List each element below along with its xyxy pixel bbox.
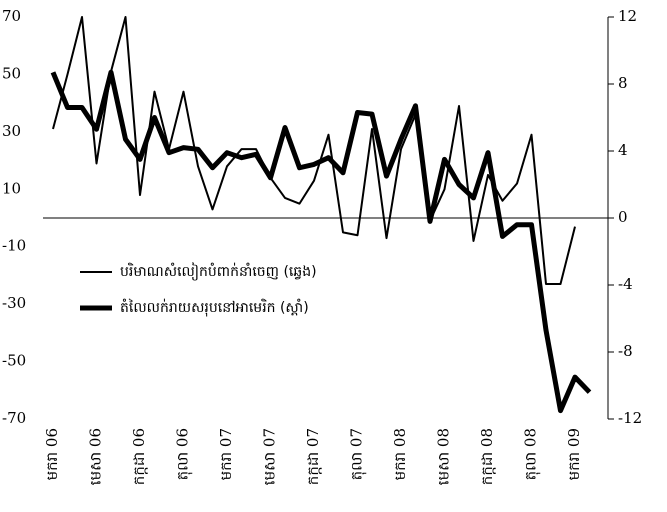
x-tick-label: តុលា 07 — [348, 428, 367, 480]
y2-tick-label: 8 — [618, 74, 628, 92]
y-tick-label: -50 — [2, 352, 26, 370]
y-tick-label: 50 — [2, 64, 21, 82]
x-tick-label: មករា 06 — [43, 428, 61, 480]
series-line — [50, 69, 592, 414]
y2-tick-label: 12 — [618, 7, 637, 25]
x-tick-label: តុលា 08 — [522, 428, 541, 480]
y-tick-label: -70 — [2, 409, 26, 427]
legend-label: បរិមាណសំលៀកបំពាក់នាំចេញ (ឆ្វេង) — [120, 262, 317, 281]
x-tick-label: មករា 07 — [217, 428, 235, 480]
x-tick-label: មេសា 06 — [87, 428, 105, 485]
legend-label: តំលៃលក់រាយសរុបនៅអាមេរិក (ស្តាំ) — [120, 298, 309, 317]
y-tick-label: -30 — [2, 294, 26, 312]
x-tick-label: តុលា 06 — [174, 428, 193, 480]
x-tick-label: កក្កដា 07 — [304, 428, 322, 485]
x-tick-label: កក្កដា 08 — [478, 428, 496, 485]
y2-tick-label: -4 — [618, 275, 633, 293]
y-tick-label: 30 — [2, 122, 21, 140]
x-tick-label: មករា 08 — [391, 428, 409, 480]
x-tick-label: កក្កដា 06 — [130, 428, 148, 485]
y2-tick-label: 0 — [618, 208, 628, 226]
series-line — [52, 16, 576, 286]
x-tick-label: មករា 09 — [565, 428, 583, 480]
y-tick-label: -10 — [2, 237, 26, 255]
y-tick-label: 70 — [2, 7, 21, 25]
y-tick-label: 10 — [2, 179, 21, 197]
y2-tick-label: -12 — [618, 409, 642, 427]
y2-tick-label: -8 — [618, 342, 633, 360]
x-tick-label: មេសា 08 — [435, 428, 453, 485]
x-tick-label: មេសា 07 — [261, 428, 279, 485]
y2-tick-label: 4 — [618, 141, 628, 159]
